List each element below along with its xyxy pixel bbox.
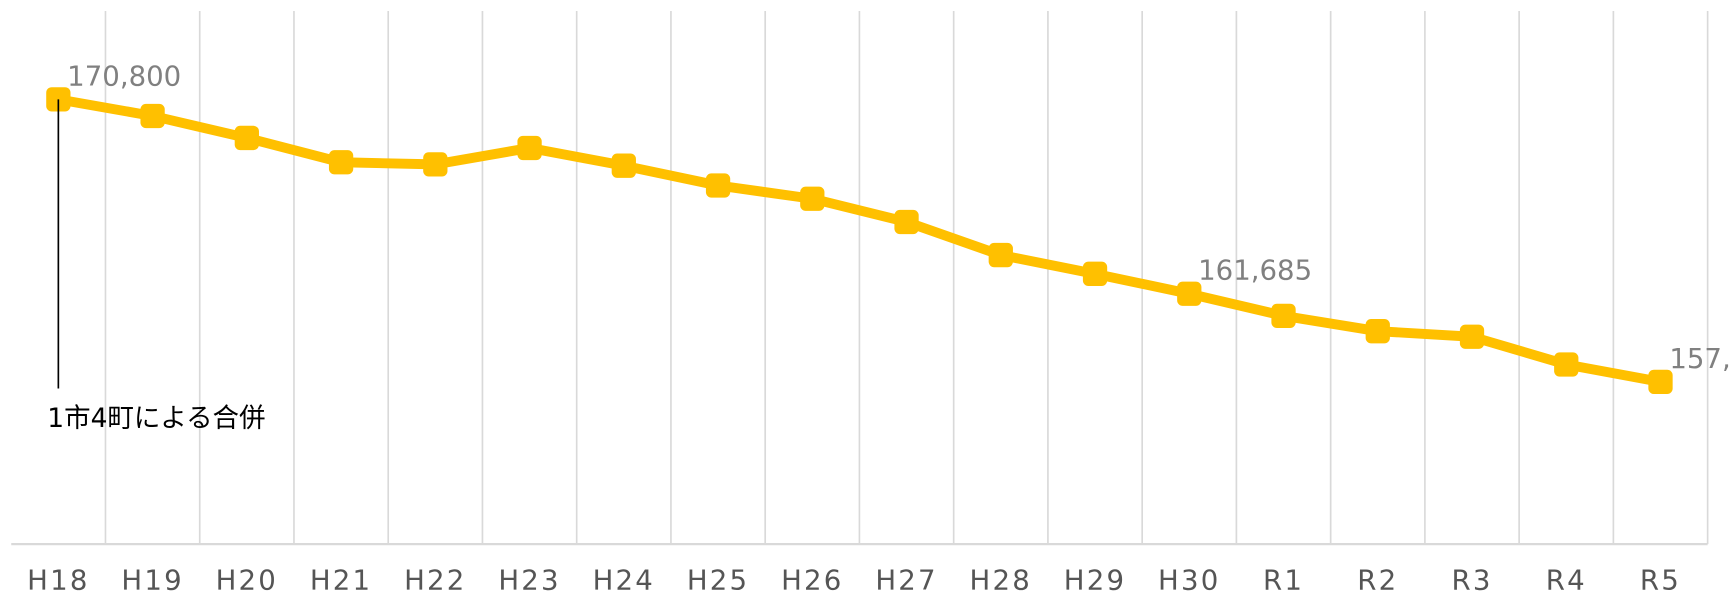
x-tick-label: H19	[121, 564, 183, 596]
series-line	[57, 94, 1662, 387]
x-tick-label: R3	[1451, 564, 1492, 596]
x-tick-label: R4	[1546, 564, 1587, 596]
x-tick-label: H27	[875, 564, 937, 596]
data-point	[800, 186, 825, 211]
data-point	[517, 135, 542, 161]
data-point	[988, 242, 1013, 268]
data-point	[46, 87, 71, 112]
data-point	[894, 209, 919, 235]
x-tick-label: R1	[1263, 564, 1304, 596]
annotation: 1市4町による合併	[47, 403, 265, 434]
data-point	[234, 125, 259, 151]
x-tick-label: R5	[1640, 564, 1681, 596]
data-label: 170,800	[67, 59, 181, 92]
data-point	[1554, 352, 1579, 377]
data-point	[1648, 369, 1673, 395]
data-point	[705, 173, 731, 198]
x-tick-label: R2	[1357, 564, 1398, 596]
x-tick-label: H22	[404, 564, 466, 596]
data-point	[1459, 324, 1485, 349]
data-point	[1365, 319, 1390, 344]
data-point	[140, 103, 165, 129]
data-label: 157,554	[1669, 342, 1731, 375]
x-tick-label: H21	[310, 564, 372, 596]
x-tick-label: H28	[970, 564, 1032, 596]
data-point	[1082, 261, 1108, 286]
data-point	[328, 150, 354, 175]
x-tick-label: H24	[593, 564, 655, 596]
x-tick-label: H25	[687, 564, 749, 596]
x-tick-label: H29	[1064, 564, 1126, 596]
x-tick-label: H18	[27, 564, 89, 596]
data-point	[1271, 303, 1296, 328]
data-point	[1177, 281, 1202, 306]
data-label: 161,685	[1198, 254, 1312, 287]
x-tick-label: H23	[498, 564, 560, 596]
x-tick-label: H30	[1158, 564, 1220, 596]
data-point	[423, 152, 448, 177]
x-tick-label: H26	[781, 564, 843, 596]
data-point	[611, 153, 636, 178]
x-tick-label: H20	[216, 564, 278, 596]
